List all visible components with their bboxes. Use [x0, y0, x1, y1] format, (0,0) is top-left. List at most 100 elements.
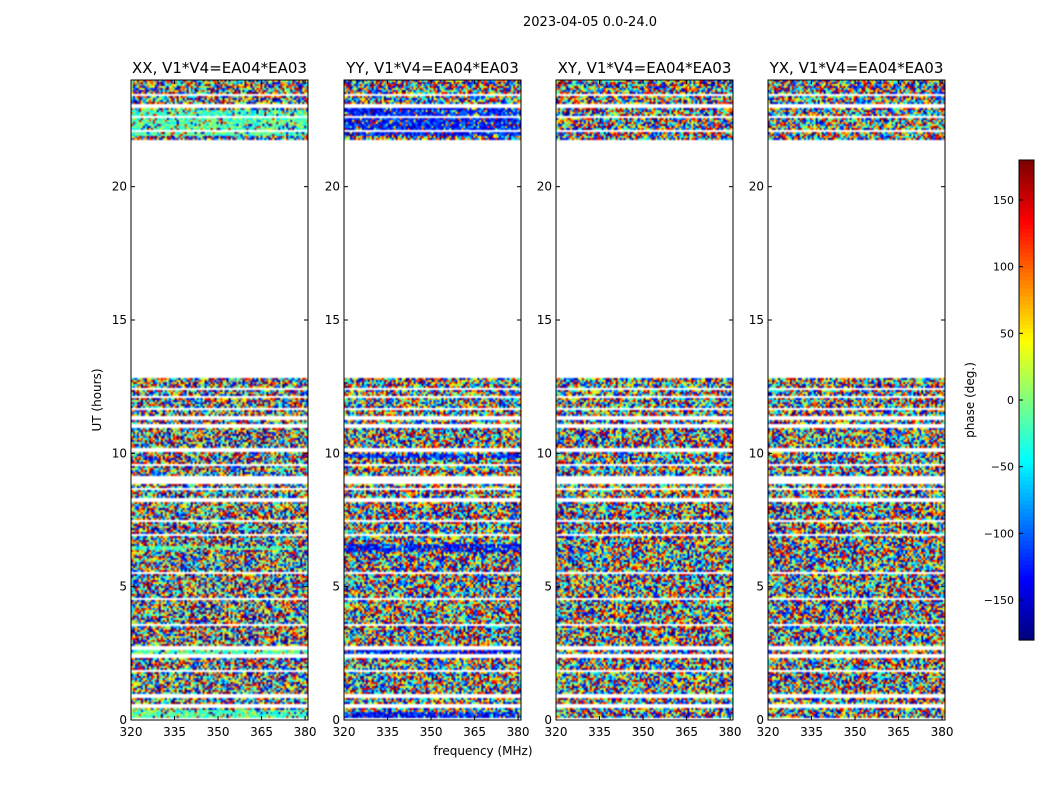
colorbar-segment	[1019, 304, 1034, 309]
colorbar-segment	[1019, 232, 1034, 237]
colorbar-segment	[1019, 488, 1034, 493]
colorbar-segment	[1019, 408, 1034, 413]
colorbar-segment	[1019, 320, 1034, 325]
colorbar-segment	[1019, 452, 1034, 457]
colorbar-segment	[1019, 252, 1034, 257]
colorbar-segment	[1019, 568, 1034, 573]
colorbar-segment	[1019, 244, 1034, 249]
colorbar-segment	[1019, 564, 1034, 569]
colorbar-segment	[1019, 536, 1034, 541]
colorbar-segment	[1019, 412, 1034, 417]
colorbar-tick-label: −150	[984, 594, 1014, 607]
x-tick-label: 350	[420, 725, 443, 739]
colorbar-segment	[1019, 580, 1034, 585]
colorbar-segment	[1019, 632, 1034, 637]
x-tick-label: 380	[931, 725, 954, 739]
x-tick-label: 365	[463, 725, 486, 739]
colorbar-segment	[1019, 220, 1034, 225]
colorbar-segment	[1019, 284, 1034, 289]
colorbar-segment	[1019, 552, 1034, 557]
axis-labels-group: frequency (MHz) UT (hours)	[90, 368, 533, 758]
x-tick-label: 320	[757, 725, 780, 739]
colorbar-segment	[1019, 188, 1034, 193]
colorbar-tick-label: −100	[984, 527, 1014, 540]
x-tick-label: 335	[800, 725, 823, 739]
colorbar-segment	[1019, 240, 1034, 245]
panel-frame	[130, 79, 309, 721]
colorbar-segment	[1019, 476, 1034, 481]
colorbar-segment	[1019, 516, 1034, 521]
colorbar-segment	[1019, 348, 1034, 353]
colorbar-segment	[1019, 404, 1034, 409]
y-tick-label: 15	[749, 313, 764, 327]
x-tick-label: 365	[675, 725, 698, 739]
colorbar-segment	[1019, 528, 1034, 533]
colorbar-segment	[1019, 576, 1034, 581]
colorbar-segment	[1019, 492, 1034, 497]
colorbar-segment	[1019, 608, 1034, 613]
colorbar-segment	[1019, 384, 1034, 389]
colorbar-segment	[1019, 172, 1034, 177]
colorbar-segment	[1019, 508, 1034, 513]
x-tick-label: 335	[588, 725, 611, 739]
colorbar-segment	[1019, 420, 1034, 425]
y-tick-label: 5	[332, 580, 340, 594]
y-tick-label: 10	[537, 446, 552, 460]
colorbar-segment	[1019, 292, 1034, 297]
colorbar-segment	[1019, 256, 1034, 261]
colorbar-segment	[1019, 200, 1034, 205]
colorbar-segment	[1019, 352, 1034, 357]
x-tick-label: 320	[545, 725, 568, 739]
colorbar-segment	[1019, 424, 1034, 429]
colorbar-segment	[1019, 276, 1034, 281]
x-axis-label: frequency (MHz)	[433, 744, 532, 758]
colorbar-segment	[1019, 592, 1034, 597]
colorbar-segment	[1019, 236, 1034, 241]
y-tick-label: 15	[537, 313, 552, 327]
colorbar: −150 −100 −50 0 50 100 150 phase (deg.)	[963, 159, 1035, 641]
panel-frame	[343, 79, 522, 721]
colorbar-segment	[1019, 464, 1034, 469]
colorbar-segment	[1019, 228, 1034, 233]
phase-heatmap-image	[131, 80, 308, 720]
colorbar-tick-label: 0	[1007, 394, 1014, 407]
x-tick-label: 350	[207, 725, 230, 739]
x-tick-label: 350	[632, 725, 655, 739]
y-tick-label: 20	[537, 180, 552, 194]
colorbar-segment	[1019, 588, 1034, 593]
panels-group: XX, V1*V4=EA04*EA03 320 335 350 365 380 0 5 10 15…	[112, 59, 954, 739]
colorbar-segment	[1019, 624, 1034, 629]
colorbar-segment	[1019, 312, 1034, 317]
y-tick-label: 0	[544, 713, 552, 727]
x-tick-label: 335	[376, 725, 399, 739]
colorbar-segment	[1019, 360, 1034, 365]
x-tick-label: 335	[163, 725, 186, 739]
colorbar-segment	[1019, 368, 1034, 373]
colorbar-segment	[1019, 344, 1034, 349]
colorbar-segment	[1019, 372, 1034, 377]
colorbar-segment	[1019, 268, 1034, 273]
x-tick-label: 380	[294, 725, 317, 739]
colorbar-segment	[1019, 456, 1034, 461]
colorbar-segment	[1019, 524, 1034, 529]
colorbar-segment	[1019, 180, 1034, 185]
x-tick-label: 320	[333, 725, 356, 739]
colorbar-segment	[1019, 300, 1034, 305]
colorbar-segment	[1019, 308, 1034, 313]
colorbar-tick-label: −50	[991, 461, 1014, 474]
y-axis-label: UT (hours)	[90, 368, 104, 431]
panel-title: XY, V1*V4=EA04*EA03	[558, 59, 732, 77]
panel-3: YX, V1*V4=EA04*EA03 320 335 350 365 380 0 5 10 15…	[749, 59, 954, 739]
colorbar-segment	[1019, 280, 1034, 285]
colorbar-tick-label: 100	[993, 261, 1014, 274]
colorbar-segment	[1019, 328, 1034, 333]
colorbar-segment	[1019, 560, 1034, 565]
colorbar-segment	[1019, 192, 1034, 197]
panel-title: YX, V1*V4=EA04*EA03	[769, 59, 944, 77]
colorbar-segment	[1019, 628, 1034, 633]
colorbar-segment	[1019, 496, 1034, 501]
colorbar-segment	[1019, 416, 1034, 421]
colorbar-segment	[1019, 556, 1034, 561]
colorbar-segment	[1019, 356, 1034, 361]
colorbar-segment	[1019, 316, 1034, 321]
